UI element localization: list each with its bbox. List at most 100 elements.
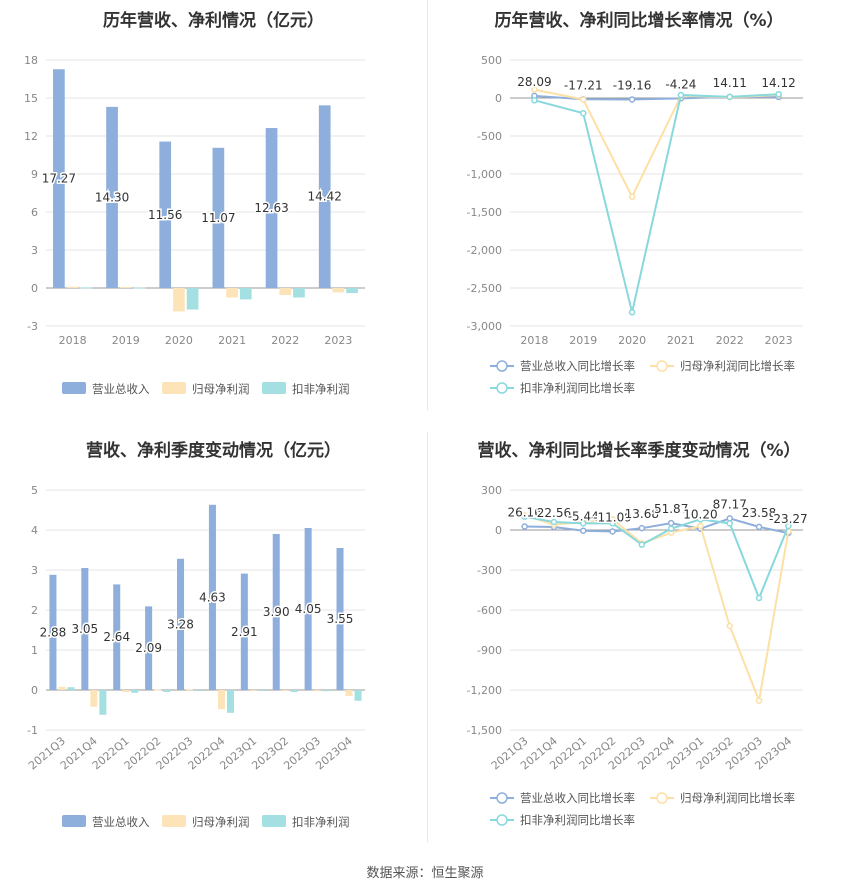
bar	[133, 287, 146, 289]
data-label: 10.20	[683, 508, 717, 522]
bar	[145, 606, 153, 690]
y-tick-label: -300	[477, 564, 502, 577]
data-point	[775, 90, 782, 98]
bar	[113, 584, 121, 690]
bar	[226, 288, 238, 298]
data-label: 11.56	[148, 208, 182, 222]
x-tick-label: 2022	[716, 334, 744, 347]
x-tick-label: 2019	[112, 334, 140, 347]
y-tick-label: -1,200	[467, 684, 502, 697]
data-point	[755, 594, 763, 602]
legend-swatch	[262, 382, 286, 394]
data-point	[580, 96, 587, 103]
legend-swatch	[162, 382, 186, 394]
quarterly-yoy-growth-chart: -1,500-1,200-900-600-30003002021Q32021Q4…	[467, 484, 810, 827]
y-tick-label: 1	[31, 644, 38, 657]
x-tick-label: 2018	[520, 334, 548, 347]
data-point	[667, 525, 675, 532]
data-point	[667, 519, 675, 527]
data-point	[609, 528, 616, 535]
data-label: 4.05	[295, 602, 322, 616]
data-point	[521, 513, 528, 520]
data-point	[638, 524, 646, 532]
bar	[226, 690, 234, 713]
y-tick-label: 6	[31, 206, 38, 219]
bar	[279, 288, 292, 295]
bar	[122, 690, 130, 692]
legend-label: 扣非净利润同比增长率	[520, 381, 635, 395]
bar	[131, 690, 139, 693]
y-tick-label: 300	[481, 484, 502, 497]
chart-title: 营收、净利季度变动情况（亿元）	[86, 441, 341, 461]
bar	[90, 690, 98, 707]
y-tick-label: 0	[31, 282, 38, 295]
data-label: 2.09	[135, 641, 162, 655]
data-label: 3.05	[71, 622, 98, 636]
bar	[99, 690, 107, 715]
data-label: -4.24	[665, 77, 696, 91]
legend-swatch	[62, 382, 86, 394]
legend-label: 归母净利润	[192, 815, 250, 829]
data-label: 3.55	[327, 612, 354, 626]
bar	[119, 286, 132, 288]
data-label: 26.16	[507, 506, 541, 520]
annual-revenue-profit-chart: -3 0 3 6 9 12 15 18 2018 2019 2020 2021 2022 2023 17.2…	[24, 54, 365, 396]
bar	[272, 534, 280, 690]
bar	[177, 558, 185, 690]
y-tick-label: -1,500	[467, 206, 502, 219]
y-tick-label: 9	[31, 168, 38, 181]
y-tick-label: -2,000	[467, 244, 502, 257]
data-point	[755, 697, 763, 704]
data-label: -5.44	[568, 510, 599, 524]
bar	[281, 690, 289, 691]
legend-label: 扣非净利润同比增长率	[520, 813, 635, 827]
bar	[332, 288, 345, 293]
legend-label: 扣非净利润	[292, 382, 350, 396]
bar	[81, 568, 89, 690]
data-label: -23.27	[769, 512, 808, 526]
y-tick-label: -1,500	[467, 724, 502, 737]
bar	[345, 690, 353, 696]
bar	[80, 287, 93, 289]
data-point	[726, 520, 733, 527]
bar	[258, 690, 266, 691]
annual-revenue-profit-panel: 历年营收、净利情况（亿元） -3 0 3 6 9 12 15 18 2018 2019 2020 20…	[0, 0, 427, 420]
chart-title: 营收、净利同比增长率季度变动情况（%）	[477, 441, 801, 461]
series-line	[534, 88, 779, 200]
legend-label: 营业总收入	[92, 815, 150, 829]
x-tick-label: 2020	[618, 334, 646, 347]
x-tick-label: 2018	[59, 334, 87, 347]
bar	[240, 573, 248, 690]
data-point	[638, 541, 646, 548]
legend-label: 营业总收入同比增长率	[520, 791, 635, 805]
data-label: -11.09	[593, 510, 632, 524]
bar	[249, 690, 257, 691]
bar	[163, 690, 171, 692]
data-label: 28.09	[517, 75, 551, 89]
data-label: -17.21	[564, 78, 603, 92]
quarterly-revenue-profit-panel: 营收、净利季度变动情况（亿元） -1 0 1 2 3 4 5 2021Q3 2021Q4 2022…	[0, 430, 427, 850]
bar	[154, 689, 162, 691]
data-label: 12.63	[254, 201, 288, 215]
data-point	[531, 86, 538, 93]
bar	[58, 686, 66, 690]
series-line	[524, 515, 790, 601]
data-point	[580, 527, 587, 534]
y-tick-label: -600	[477, 604, 502, 617]
y-tick-label: 0	[495, 524, 502, 537]
data-label: -19.16	[613, 78, 652, 92]
legend-label: 归母净利润	[192, 382, 250, 396]
vertical-divider-top	[427, 0, 428, 410]
bar	[239, 288, 252, 300]
bar	[346, 288, 358, 294]
data-label: 17.27	[42, 172, 76, 186]
data-point	[726, 622, 733, 630]
series-line	[524, 517, 789, 535]
bar	[313, 690, 321, 692]
legend-label: 扣非净利润	[292, 815, 350, 829]
data-point	[628, 193, 636, 201]
bar	[208, 504, 216, 690]
y-tick-label: 12	[24, 130, 38, 143]
data-point	[628, 309, 636, 316]
data-point	[697, 516, 704, 523]
